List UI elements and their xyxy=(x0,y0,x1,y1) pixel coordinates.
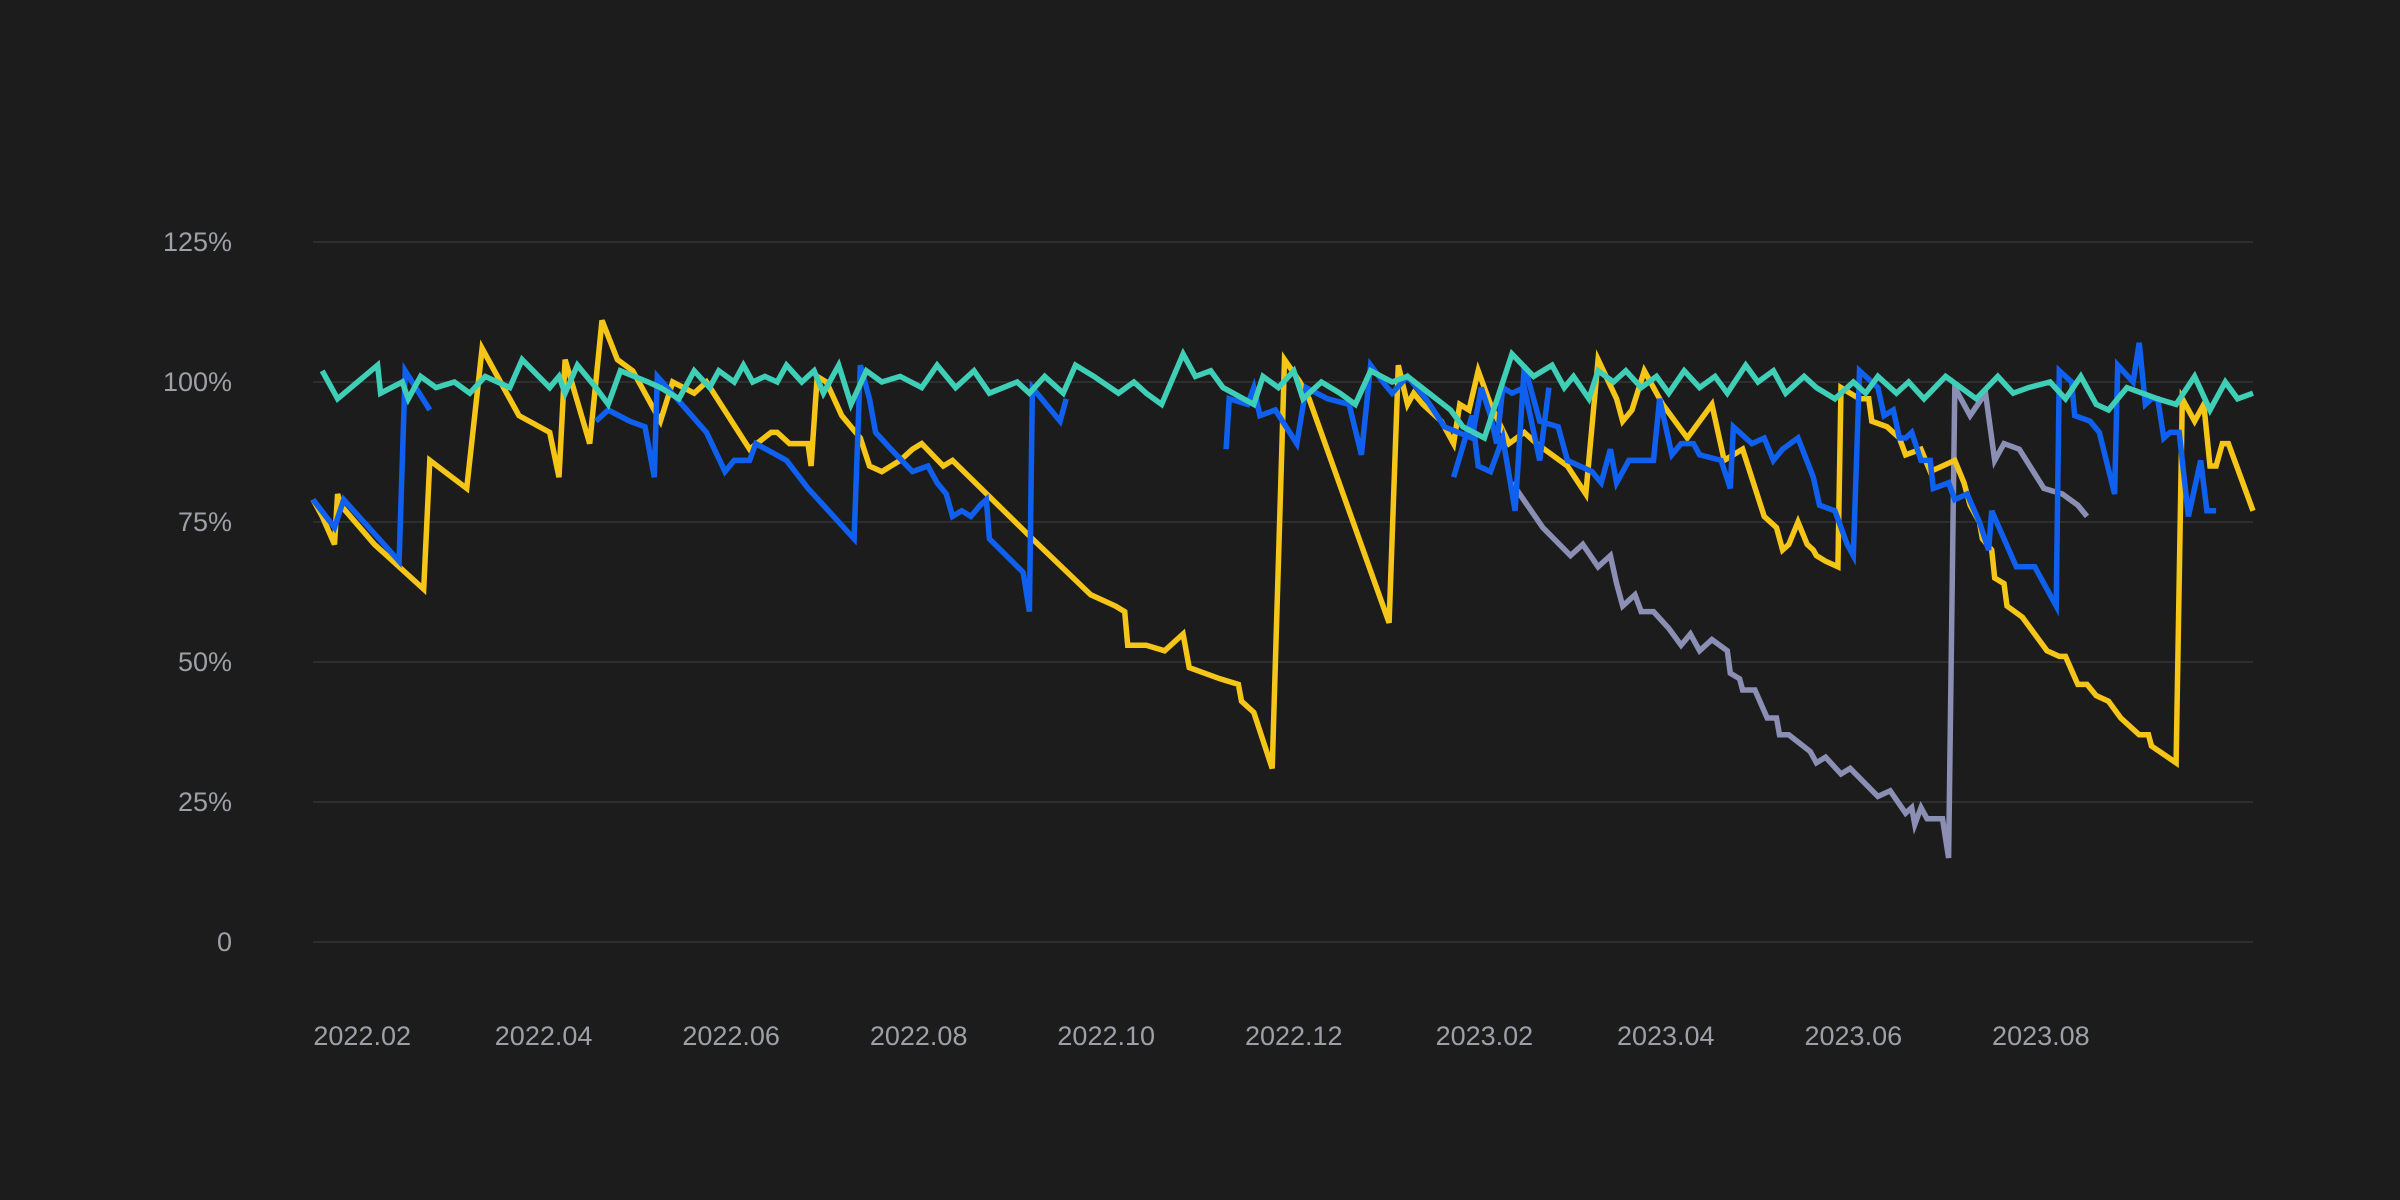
y-tick-label: 100% xyxy=(163,367,232,397)
y-tick-label: 125% xyxy=(163,227,232,257)
series-line-4 xyxy=(319,347,2254,442)
x-tick-label: 2023.08 xyxy=(1992,1021,2090,1051)
x-tick-label: 2023.04 xyxy=(1617,1021,1715,1051)
x-tick-label: 2022.04 xyxy=(495,1021,593,1051)
x-axis-ticks: 2022.02 2022.04 2022.06 2022.08 2022.10 2022.… xyxy=(313,1021,2089,1051)
x-tick-label: 2023.02 xyxy=(1436,1021,1534,1051)
x-tick-label: 2022.12 xyxy=(1245,1021,1343,1051)
x-tick-label: 2023.06 xyxy=(1805,1021,1903,1051)
y-tick-label: 50% xyxy=(178,647,232,677)
x-tick-label: 2022.02 xyxy=(313,1021,411,1051)
series-lines xyxy=(310,319,2256,859)
y-tick-label: 75% xyxy=(178,507,232,537)
gridlines xyxy=(313,241,2253,943)
x-tick-label: 2022.08 xyxy=(870,1021,968,1051)
x-tick-label: 2022.10 xyxy=(1057,1021,1155,1051)
y-tick-label: 0 xyxy=(217,927,232,957)
series-line-1 xyxy=(1509,377,2090,859)
y-tick-label: 25% xyxy=(178,787,232,817)
x-tick-label: 2022.06 xyxy=(682,1021,780,1051)
y-axis-ticks: 0 25% 50% 75% 100% 125% xyxy=(163,227,232,957)
series-line-2 xyxy=(310,319,2256,770)
series-line-3 xyxy=(310,342,2217,617)
